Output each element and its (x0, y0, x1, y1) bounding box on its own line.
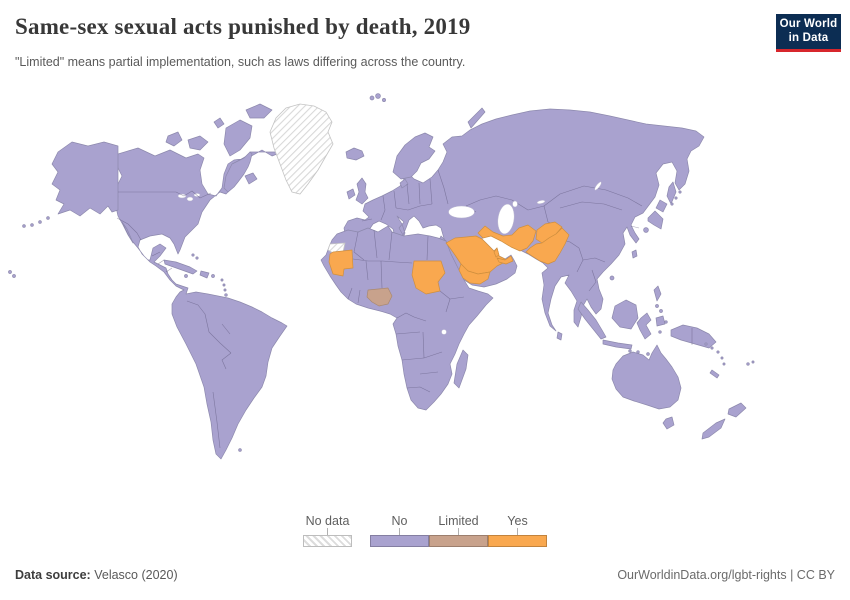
falkland-islands (238, 448, 242, 452)
border-us-canada (118, 190, 212, 199)
page-title: Same-sex sexual acts punished by death, … (15, 14, 471, 39)
region-africa-mainland[interactable] (320, 225, 494, 411)
region-eurasia-mainland[interactable] (343, 108, 705, 332)
borders-south-america (186, 300, 232, 449)
svalbard-islands (369, 93, 386, 102)
country-ireland[interactable] (346, 188, 356, 200)
country-iran[interactable] (477, 224, 537, 252)
legend-label-yes: Yes (507, 514, 528, 528)
footer-source: Data source: Velasco (2020) (15, 568, 178, 582)
world-map-svg (8, 93, 755, 460)
country-australia[interactable] (611, 344, 682, 410)
region-scandinavia[interactable] (392, 132, 436, 180)
border-us-mexico (116, 217, 142, 241)
aral-sea (512, 200, 518, 208)
borders-europe (361, 169, 449, 222)
country-greenland[interactable] (269, 103, 334, 195)
country-mauritania[interactable] (328, 249, 354, 277)
footer-source-value: Velasco (2020) (94, 568, 178, 582)
country-japan[interactable] (643, 199, 668, 233)
kuril-islands (670, 190, 682, 206)
island-tasmania[interactable] (662, 416, 675, 430)
owid-logo-line2: in Data (788, 31, 829, 44)
legend-tick-limited (458, 528, 459, 535)
legend-label-no-data: No data (305, 514, 350, 528)
country-united-kingdom[interactable] (355, 177, 369, 205)
island-taiwan[interactable] (631, 249, 638, 259)
country-sri-lanka[interactable] (556, 331, 563, 341)
black-sea (448, 205, 475, 219)
country-nigeria[interactable] (366, 287, 393, 307)
country-united-arab-emirates[interactable] (496, 255, 514, 265)
island-newfoundland[interactable] (244, 172, 258, 185)
country-qatar[interactable] (493, 247, 500, 258)
lake-victoria (441, 329, 447, 335)
country-pakistan[interactable] (525, 227, 570, 265)
legend-label-limited: Limited (438, 514, 479, 528)
lake-balkhash (536, 200, 546, 204)
legend-tick-no-data (327, 528, 328, 535)
legend-tick-yes (517, 528, 518, 535)
region-alaska[interactable] (51, 141, 119, 217)
country-sudan[interactable] (411, 260, 446, 295)
island-sakhalin (666, 181, 677, 205)
hawaii-islands (8, 270, 16, 278)
aleutian-islands (22, 216, 50, 228)
island-new-guinea[interactable] (670, 324, 717, 349)
owid-logo[interactable]: Our World in Data (776, 14, 841, 52)
caspian-sea (497, 203, 515, 235)
region-indonesia[interactable] (577, 299, 668, 359)
lake-baikal (594, 181, 602, 191)
borders-africa (347, 229, 465, 393)
novaya-zemlya (467, 107, 486, 129)
legend-label-no: No (391, 514, 408, 528)
country-philippines[interactable] (653, 285, 666, 327)
country-iceland[interactable] (345, 147, 365, 161)
borders-central-america (151, 251, 173, 273)
legend-swatch-no[interactable] (370, 535, 429, 547)
island-hainan (609, 275, 615, 281)
footer-source-label: Data source: (15, 568, 91, 582)
legend-swatch-yes[interactable] (488, 535, 547, 547)
page-subtitle: "Limited" means partial implementation, … (15, 55, 466, 69)
legend-tick-no (399, 528, 400, 535)
region-labrador-quebec[interactable] (223, 151, 253, 193)
footer-link[interactable]: OurWorldinData.org/lgbt-rights | CC BY (617, 568, 835, 582)
country-denmark[interactable] (399, 178, 409, 189)
legend-swatch-limited[interactable] (429, 535, 488, 547)
country-new-zealand[interactable] (701, 402, 747, 440)
country-madagascar[interactable] (453, 349, 469, 389)
pacific-islands (704, 342, 755, 379)
country-north-south-america-mainland[interactable] (113, 147, 288, 460)
world-map (0, 92, 850, 512)
caribbean-islands (163, 253, 228, 297)
legend-swatch-no-data[interactable] (303, 535, 352, 547)
country-yemen[interactable] (458, 263, 491, 285)
owid-logo-line1: Our World (779, 17, 838, 30)
